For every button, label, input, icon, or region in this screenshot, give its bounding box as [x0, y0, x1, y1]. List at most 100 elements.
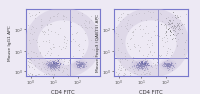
Point: [68, 28, 72, 30]
Point: [82, 66, 85, 67]
Point: [80, 63, 83, 64]
Point: [62, 67, 65, 69]
Point: [48, 47, 51, 49]
Point: [79, 65, 83, 66]
Point: [76, 64, 80, 66]
Point: [81, 64, 84, 65]
Point: [53, 65, 56, 67]
Point: [142, 65, 145, 66]
Point: [61, 64, 65, 65]
Point: [28, 15, 32, 17]
Point: [141, 65, 144, 67]
Point: [50, 63, 53, 64]
Point: [49, 64, 52, 66]
Point: [79, 65, 83, 67]
Point: [47, 41, 51, 43]
Point: [47, 64, 50, 66]
Point: [179, 24, 182, 26]
Point: [82, 48, 85, 50]
Point: [164, 63, 167, 64]
Point: [76, 63, 79, 65]
Point: [176, 46, 179, 47]
Point: [119, 14, 122, 15]
Point: [70, 33, 73, 35]
Point: [55, 62, 58, 63]
Point: [173, 27, 177, 29]
Point: [31, 27, 34, 28]
Point: [93, 30, 96, 31]
Point: [145, 63, 148, 64]
Point: [50, 64, 54, 65]
Point: [79, 64, 82, 66]
Point: [139, 61, 143, 62]
Point: [167, 62, 171, 64]
Point: [167, 28, 170, 29]
Point: [50, 64, 53, 65]
Point: [140, 63, 143, 65]
Point: [52, 74, 56, 75]
Point: [124, 68, 127, 70]
Point: [49, 65, 52, 66]
Point: [176, 14, 179, 15]
Point: [75, 67, 79, 68]
Point: [45, 61, 49, 62]
Point: [166, 62, 169, 64]
Point: [164, 32, 167, 33]
Point: [175, 22, 178, 24]
Point: [139, 63, 143, 64]
Point: [79, 64, 82, 65]
Point: [143, 64, 146, 66]
Point: [147, 73, 151, 75]
Point: [47, 63, 51, 64]
Point: [139, 67, 142, 68]
Point: [49, 54, 52, 56]
Point: [170, 23, 173, 24]
Point: [156, 58, 159, 60]
Point: [58, 62, 61, 63]
Point: [48, 63, 51, 65]
Point: [80, 64, 83, 65]
Point: [116, 36, 119, 37]
Point: [37, 11, 41, 13]
Point: [135, 64, 138, 65]
Point: [140, 62, 144, 63]
Point: [50, 65, 53, 67]
Point: [66, 68, 69, 70]
Point: [139, 67, 143, 69]
Point: [44, 54, 47, 56]
Point: [118, 17, 121, 18]
Point: [47, 73, 50, 75]
Point: [141, 63, 144, 65]
Point: [137, 50, 140, 51]
Point: [127, 19, 130, 21]
Point: [126, 13, 129, 14]
Point: [34, 15, 37, 16]
Point: [53, 74, 56, 75]
Point: [144, 61, 147, 62]
Point: [144, 26, 147, 27]
Point: [54, 59, 57, 60]
Point: [66, 64, 69, 66]
Point: [145, 59, 148, 61]
Point: [171, 22, 174, 23]
Point: [142, 28, 145, 30]
Point: [137, 64, 141, 66]
Point: [58, 66, 61, 68]
Point: [81, 12, 84, 13]
Point: [49, 30, 53, 31]
Point: [143, 64, 146, 66]
Point: [80, 14, 83, 16]
Point: [137, 66, 140, 68]
Point: [129, 38, 133, 39]
Point: [154, 34, 157, 35]
Point: [58, 63, 61, 64]
Point: [156, 64, 159, 66]
Point: [167, 65, 170, 66]
Point: [144, 19, 148, 21]
Point: [46, 52, 49, 54]
Point: [29, 56, 32, 57]
Point: [138, 60, 141, 62]
Point: [171, 17, 174, 18]
Point: [146, 53, 149, 55]
Point: [33, 31, 36, 32]
